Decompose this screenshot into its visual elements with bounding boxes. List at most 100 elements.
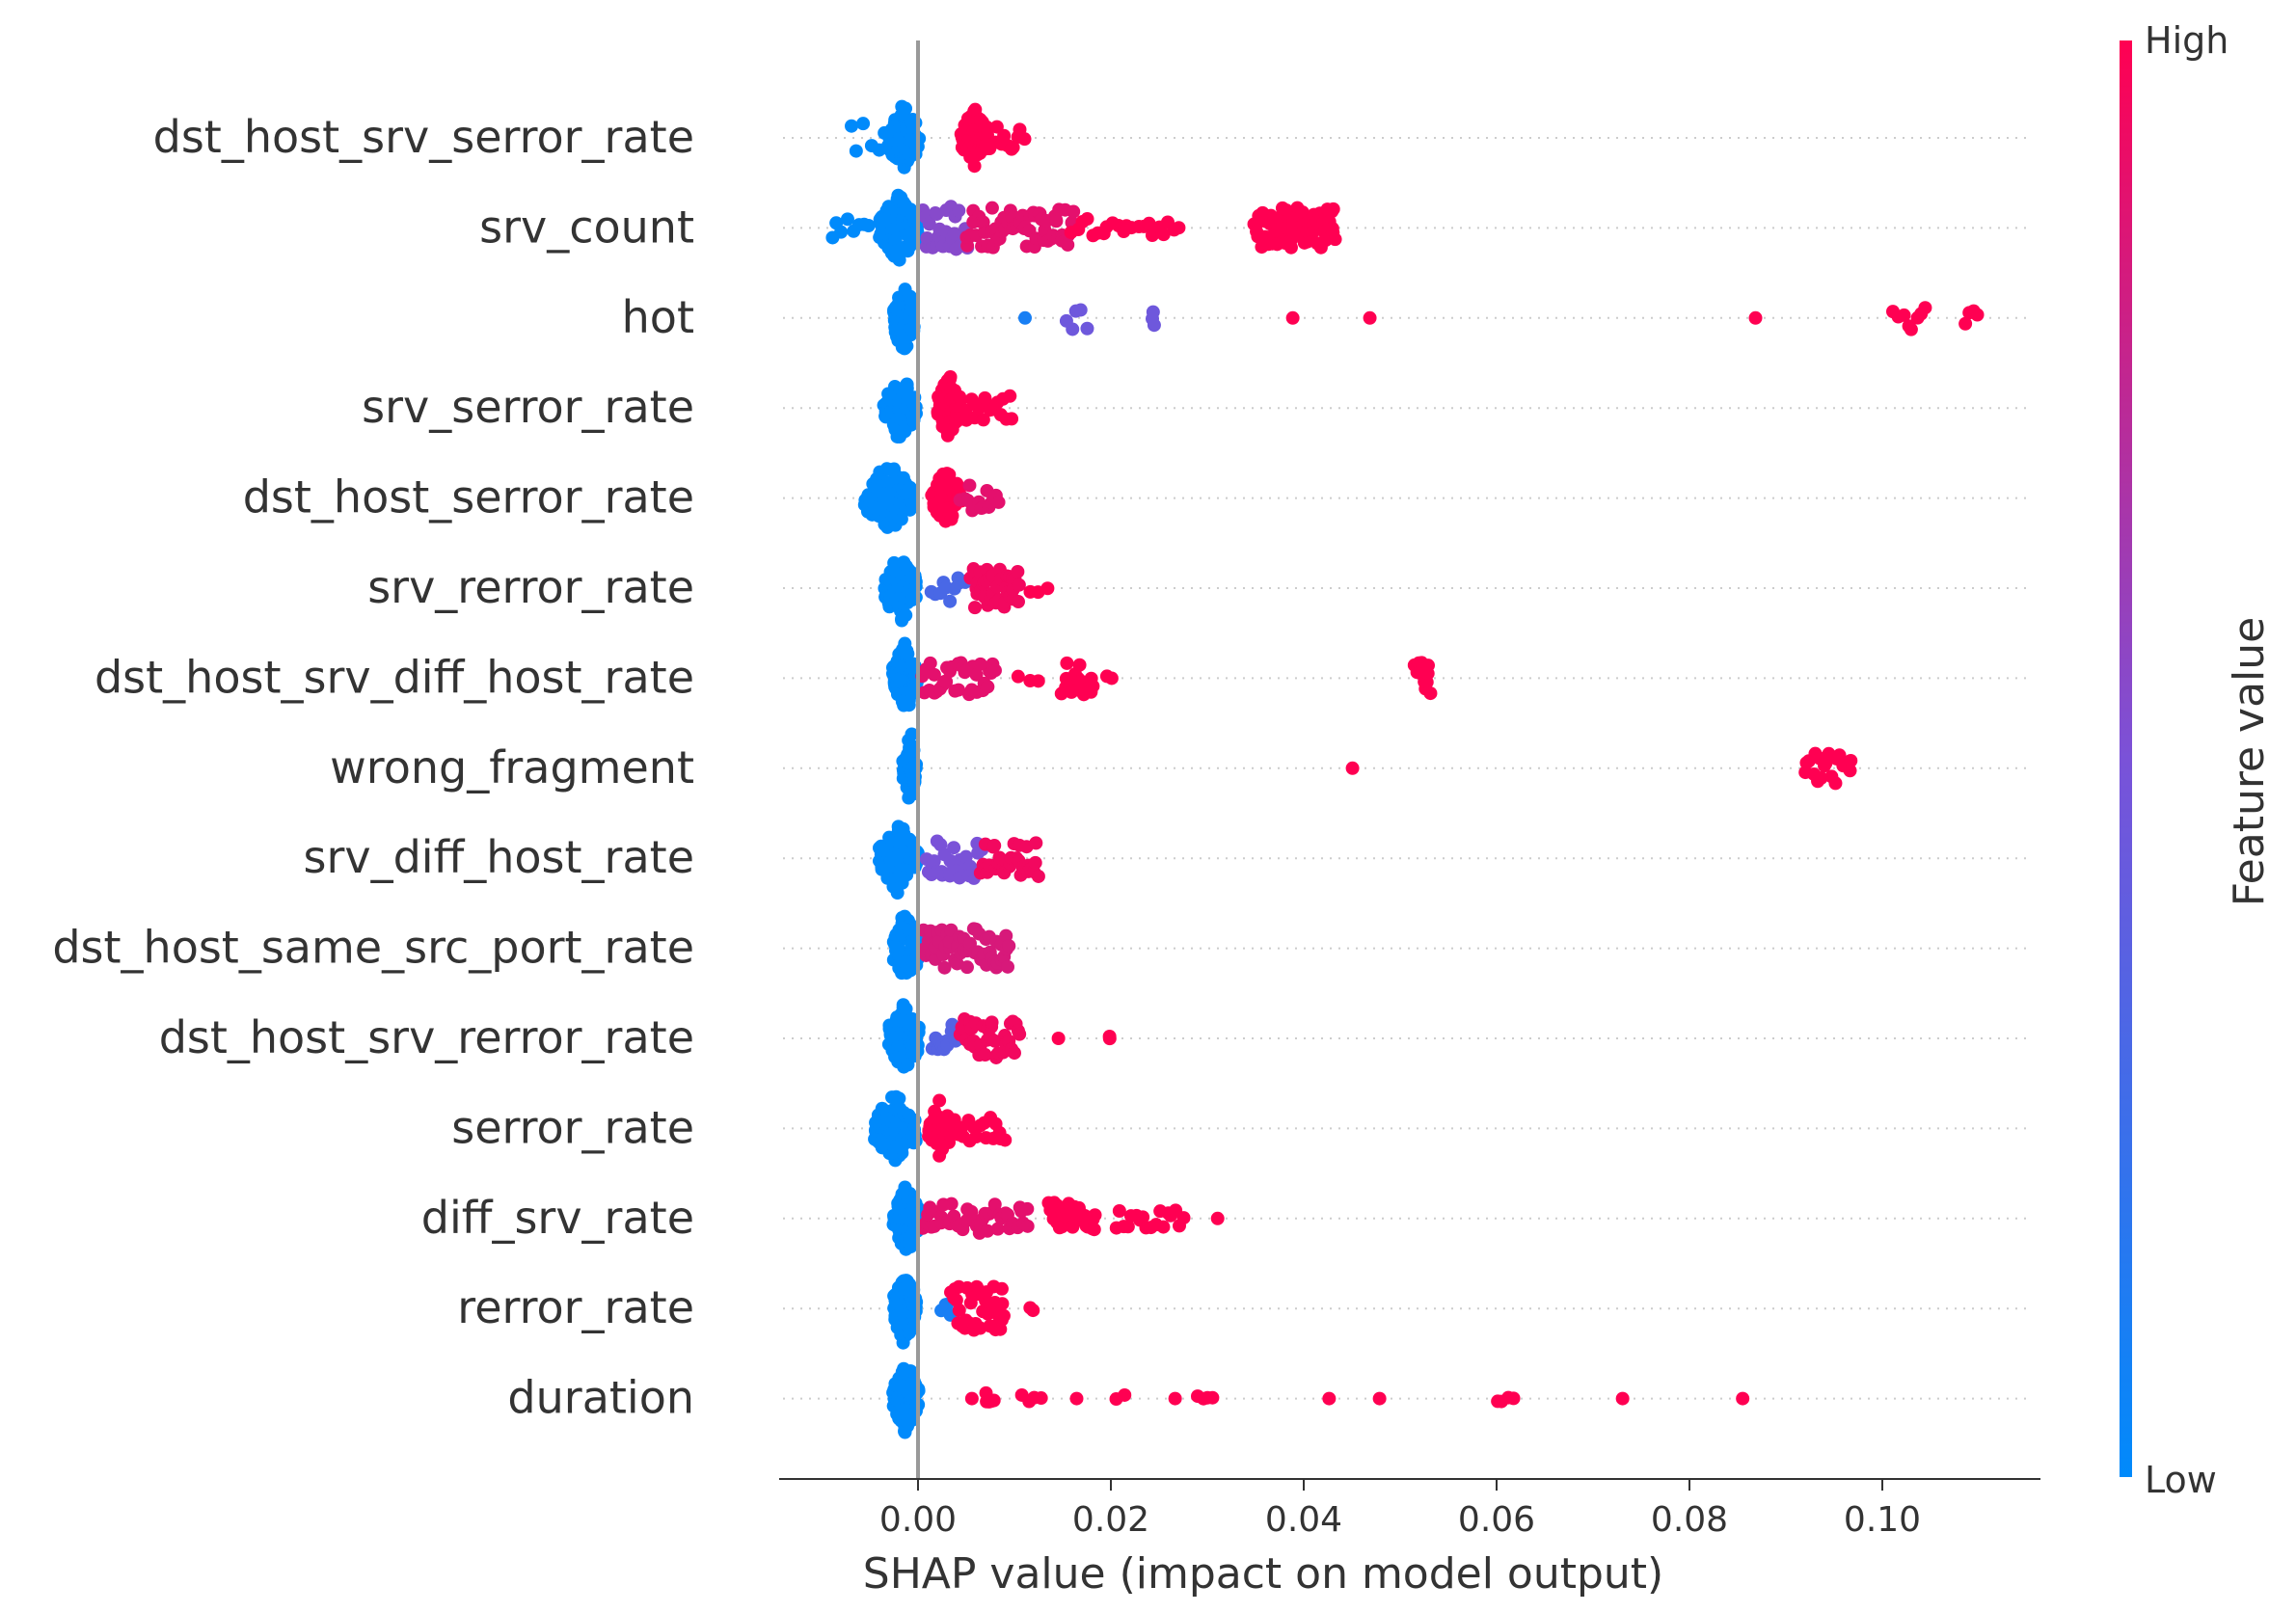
shap-point	[1012, 578, 1026, 592]
feature-label: rerror_rate	[457, 1281, 694, 1333]
shap-point	[1066, 322, 1080, 336]
shap-point	[999, 928, 1013, 943]
shap-point	[1136, 1210, 1150, 1224]
shap-point	[1020, 1219, 1035, 1233]
shap-point	[1069, 1391, 1084, 1406]
shap-point	[1080, 212, 1094, 227]
feature-label: duration	[507, 1372, 694, 1424]
data-points	[825, 99, 1985, 1439]
shap-point	[908, 406, 923, 420]
shap-point	[1506, 1391, 1521, 1406]
shap-point	[922, 217, 936, 231]
shap-point	[1285, 310, 1300, 325]
shap-point	[861, 219, 876, 233]
colorbar-high-label: High	[2145, 19, 2228, 62]
shap-point	[939, 675, 954, 689]
shap-point	[1328, 232, 1342, 247]
shap-point	[1748, 310, 1763, 325]
shap-point	[1423, 686, 1438, 701]
shap-point	[987, 839, 1002, 853]
shap-point	[1142, 216, 1156, 230]
shap-point	[899, 608, 913, 623]
shap-point	[1156, 228, 1171, 242]
shap-point	[905, 727, 919, 741]
shap-point	[1001, 959, 1015, 974]
shap-point	[985, 201, 999, 215]
shap-point	[1121, 1220, 1135, 1234]
feature-label: dst_host_srv_rerror_rate	[159, 1011, 694, 1063]
shap-point	[1958, 316, 1973, 331]
shap-point	[1031, 869, 1045, 883]
shap-point	[1326, 202, 1340, 216]
shap-point	[1067, 204, 1081, 219]
shap-point	[1088, 1208, 1102, 1223]
shap-point	[942, 468, 957, 482]
shap-point	[1421, 659, 1436, 673]
shap-point	[1006, 140, 1020, 154]
shap-point	[927, 854, 941, 869]
shap-point	[1844, 754, 1858, 768]
shap-point	[1322, 1391, 1337, 1406]
colorbar-low-label: Low	[2145, 1459, 2217, 1501]
shap-point	[1112, 1204, 1126, 1219]
shap-point	[927, 667, 941, 682]
shap-point	[1087, 1223, 1101, 1237]
shap-point	[905, 486, 919, 500]
feature-label: dst_host_same_src_port_rate	[52, 922, 694, 974]
shap-point	[1011, 669, 1025, 684]
shap-point	[1034, 1391, 1048, 1406]
x-tick-label: 0.02	[1072, 1500, 1149, 1540]
shap-point	[967, 159, 982, 174]
shap-point	[1897, 308, 1911, 322]
shap-point	[1904, 322, 1918, 336]
shap-point	[967, 601, 982, 615]
shap-point	[834, 225, 849, 239]
shap-point	[953, 390, 967, 404]
feature-label: dst_host_srv_serror_rate	[153, 111, 694, 163]
shap-point	[1363, 310, 1377, 325]
shap-point	[845, 119, 859, 133]
shap-point	[1205, 1390, 1220, 1405]
shap-point	[943, 594, 958, 608]
feature-label: diff_srv_rate	[421, 1192, 694, 1244]
shap-point	[981, 680, 995, 694]
shap-point	[894, 512, 908, 526]
feature-label: wrong_fragment	[330, 741, 694, 793]
shap-point	[892, 253, 906, 267]
shap-point	[1345, 761, 1360, 775]
shap-point	[972, 401, 986, 416]
x-tick-label: 0.04	[1265, 1500, 1342, 1540]
shap-point	[840, 212, 854, 227]
shap-point	[1020, 1201, 1035, 1216]
shap-point	[952, 1304, 966, 1318]
shap-point	[908, 116, 923, 130]
shap-point	[908, 1291, 923, 1305]
shap-point	[1814, 770, 1828, 785]
shap-point	[899, 1002, 913, 1016]
feature-label: dst_host_serror_rate	[243, 471, 694, 524]
shap-point	[888, 233, 903, 248]
shap-point	[1210, 1211, 1225, 1225]
shap-point	[959, 960, 974, 975]
shap-point	[995, 1297, 1010, 1311]
x-tick-label: 0.08	[1651, 1500, 1728, 1540]
shap-point	[1011, 564, 1025, 578]
shap-point	[949, 1293, 963, 1307]
shap-point	[1970, 308, 1985, 322]
shap-point	[1176, 1211, 1191, 1225]
shap-point	[1018, 310, 1033, 325]
shap-point	[892, 1091, 906, 1106]
shap-point	[978, 1048, 992, 1062]
feature-label: hot	[622, 291, 694, 343]
x-tick-label: 0.10	[1844, 1500, 1921, 1540]
shap-point	[994, 1281, 1009, 1296]
feature-label: srv_rerror_rate	[367, 561, 694, 613]
shap-point	[908, 590, 923, 605]
shap-point	[1118, 1387, 1132, 1402]
shap-point	[1007, 1046, 1021, 1061]
shap-point	[981, 1223, 995, 1238]
shap-point	[962, 478, 977, 493]
colorbar-title: Feature value	[2225, 617, 2274, 906]
